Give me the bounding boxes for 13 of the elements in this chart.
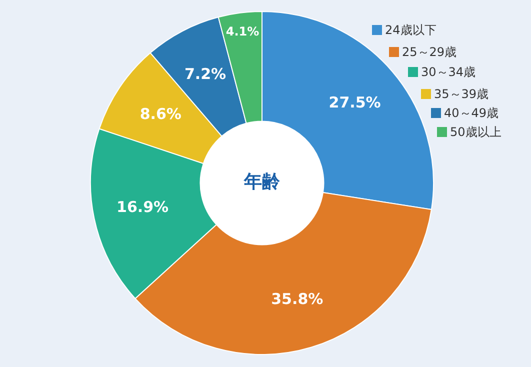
- text: 年齢: [243, 172, 281, 193]
- legend-label: 50歳以上: [450, 125, 502, 139]
- data-label: 7.2%: [184, 64, 226, 83]
- data-label: 35.8%: [271, 290, 324, 308]
- legend-label: 25～29歳: [402, 45, 457, 59]
- data-label: 27.5%: [328, 94, 381, 112]
- data-label: 4.1%: [226, 24, 260, 39]
- data-label: 16.9%: [116, 198, 169, 216]
- legend-label: 35～39歳: [434, 87, 489, 101]
- data-label: 8.6%: [140, 104, 182, 123]
- legend-label: 30～34歳: [421, 65, 476, 79]
- legend-label: 24歳以下: [385, 23, 436, 37]
- legend-label: 40～49歳: [444, 106, 499, 120]
